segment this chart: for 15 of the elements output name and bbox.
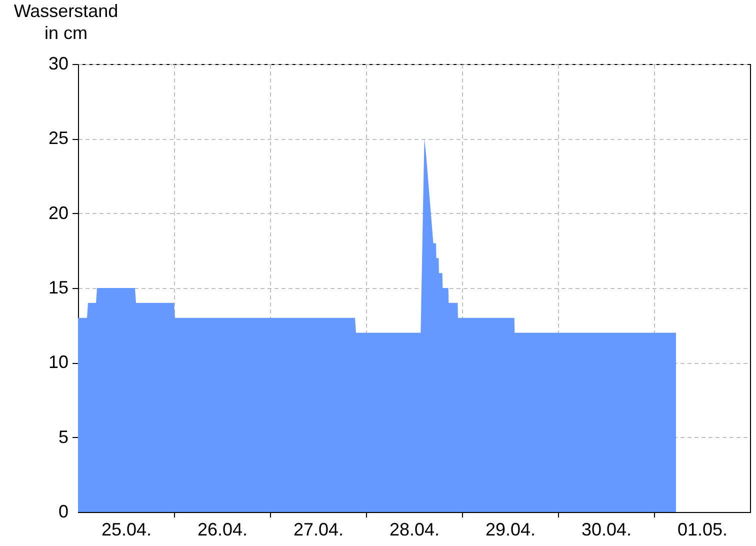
y-tick-label: 5 [58, 426, 68, 447]
x-tick-label: 26.04. [197, 520, 248, 540]
x-tick-label: 25.04. [101, 520, 152, 540]
y-axis-title: Wasserstand in cm [14, 1, 118, 43]
y-tick-label: 15 [48, 278, 68, 298]
y-tick-label: 20 [48, 202, 68, 223]
x-tick-label: 27.04. [293, 520, 344, 540]
x-tick-label: 28.04. [389, 520, 440, 540]
y-tick-label: 25 [48, 128, 68, 148]
x-tick-label: 30.04. [581, 520, 632, 540]
x-tick-label: 01.05. [677, 520, 728, 540]
y-tick-label: 0 [58, 502, 68, 522]
y-tick-label: 30 [48, 54, 68, 74]
y-tick-label: 10 [48, 352, 68, 372]
x-tick-label: 29.04. [485, 520, 536, 540]
